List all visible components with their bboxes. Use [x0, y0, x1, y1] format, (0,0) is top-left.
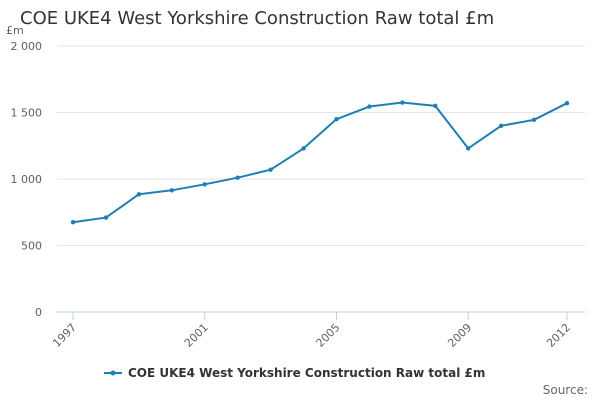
data-point[interactable] [466, 146, 471, 151]
x-tick-label: 2005 [314, 321, 343, 350]
data-point[interactable] [531, 117, 537, 123]
y-axis-unit-label: £m [6, 24, 24, 37]
data-point[interactable] [136, 192, 142, 197]
axes: 0 500 1 000 1 500 2 000 1997 2001 2005 2009 2012 [11, 40, 585, 350]
y-tick-label: 1 500 [11, 107, 43, 120]
data-point[interactable] [169, 188, 174, 193]
x-tick-label: 1997 [50, 321, 79, 350]
data-point[interactable] [564, 100, 570, 106]
legend[interactable]: COE UKE4 West Yorkshire Construction Raw… [104, 366, 485, 380]
y-tick-label: 1 000 [11, 173, 43, 186]
data-point[interactable] [367, 104, 372, 109]
data-point[interactable] [498, 123, 504, 128]
legend-marker-swatch [110, 370, 116, 376]
gridlines [57, 45, 585, 246]
series-layer [70, 100, 570, 225]
x-tick-label: 2009 [445, 321, 474, 350]
source-credit: Source: [543, 383, 588, 397]
y-tick-label: 0 [35, 306, 42, 319]
data-point[interactable] [268, 167, 273, 172]
data-point[interactable] [70, 220, 76, 225]
legend-series-label: COE UKE4 West Yorkshire Construction Raw… [128, 366, 485, 380]
x-tick-label: 2001 [182, 321, 211, 350]
data-point[interactable] [400, 100, 405, 105]
data-point[interactable] [433, 103, 438, 109]
chart-title: COE UKE4 West Yorkshire Construction Raw… [20, 8, 495, 29]
y-tick-label: 500 [21, 240, 42, 253]
series-line [72, 101, 568, 224]
data-point[interactable] [235, 175, 240, 180]
data-point[interactable] [334, 116, 339, 122]
y-tick-label: 2 000 [11, 40, 43, 53]
data-point[interactable] [202, 182, 207, 187]
data-point[interactable] [301, 146, 306, 151]
data-point[interactable] [103, 215, 109, 220]
x-tick-label: 2012 [544, 321, 573, 350]
